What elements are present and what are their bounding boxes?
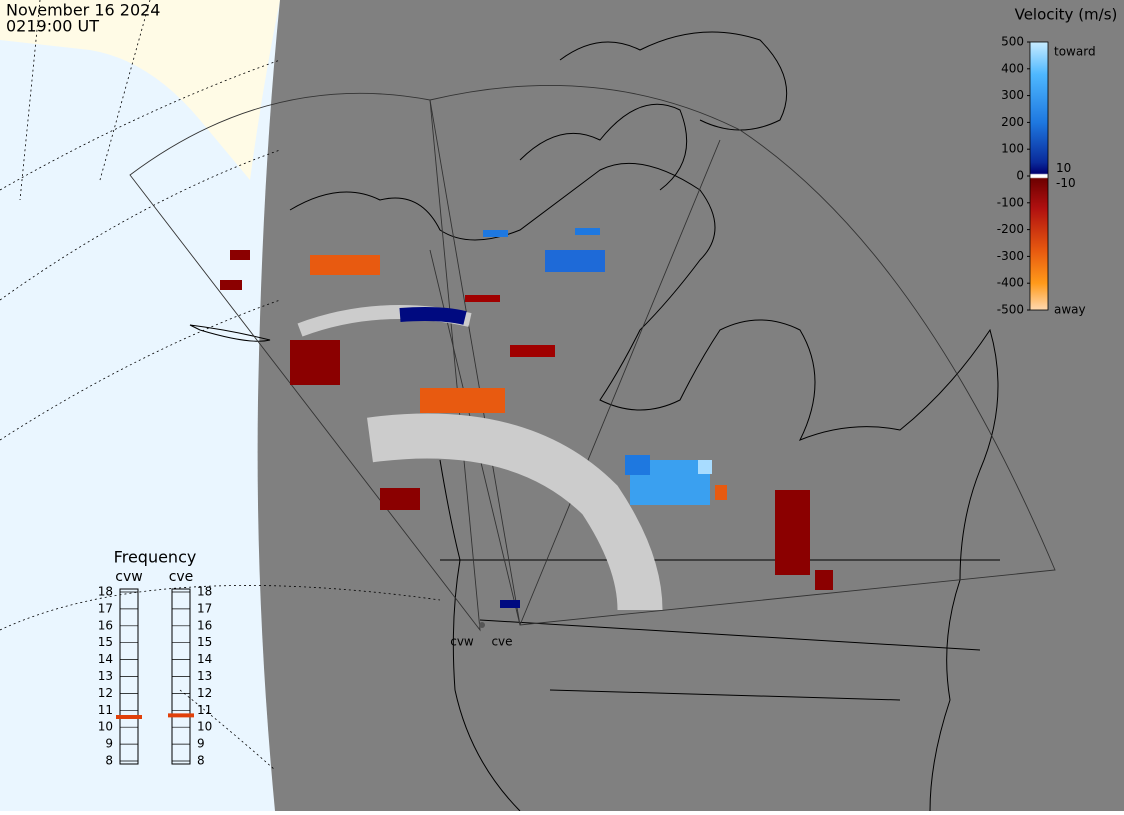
colorbar-tick-label: -300 (997, 249, 1024, 263)
colorbar-tick-label: 100 (1001, 142, 1024, 156)
frequency-tick-label: 8 (197, 754, 205, 768)
colorbar-tick-label: -400 (997, 276, 1024, 290)
time: 0219:00 UT (6, 17, 99, 36)
frequency-tick-label: 18 (98, 585, 113, 599)
frequency-tick-label: 9 (197, 737, 205, 751)
radar-label: cvw (450, 635, 474, 649)
colorbar-tick-label: 400 (1001, 61, 1024, 75)
colorbar (1029, 41, 1049, 311)
frequency-tick-label: 13 (98, 669, 113, 683)
frequency-tick-label: 11 (197, 703, 212, 717)
frequency-tick-label: 14 (98, 652, 113, 666)
colorbar-tick-label: 0 (1016, 169, 1024, 183)
land-night (0, 0, 280, 180)
frequency-tick-label: 17 (197, 601, 212, 615)
frequency-tick-label: 10 (197, 720, 212, 734)
frequency-radar-name: cve (169, 569, 194, 585)
frequency-tick-label: 13 (197, 669, 212, 683)
velocity-cells (220, 228, 833, 611)
radar-site (479, 622, 485, 628)
colorbar-tick-label: 500 (1001, 35, 1024, 49)
frequency-tick-label: 17 (98, 601, 113, 615)
frequency-tick-label: 15 (98, 635, 113, 649)
colorbar-toward: toward (1054, 45, 1096, 59)
colorbar-away: away (1054, 303, 1086, 317)
date: November 16 2024 (6, 1, 160, 20)
frequency-title: Frequency (114, 548, 197, 567)
frequency-radar-name: cvw (115, 569, 142, 585)
lat-lon-grid (0, 0, 441, 771)
frequency-tick-label: 12 (197, 686, 212, 700)
coastlines (189, 31, 1000, 812)
frequency-tick-label: 16 (197, 618, 212, 632)
colorbar-tick-label: 300 (1001, 88, 1024, 102)
colorbar-gap-label: 10 (1056, 161, 1071, 175)
frequency-tick-label: 8 (105, 754, 113, 768)
frequency-tick-label: 15 (197, 635, 212, 649)
colorbar-tick-label: 200 (1001, 115, 1024, 129)
colorbar-tick-label: -500 (997, 303, 1024, 317)
colorbar-gap-label: -10 (1056, 176, 1076, 190)
frequency-tick-label: 14 (197, 652, 212, 666)
frequency-tick-label: 18 (197, 585, 212, 599)
frequency-tick-label: 16 (98, 618, 113, 632)
frequency-tick-label: 12 (98, 686, 113, 700)
colorbar-tick-label: -100 (997, 195, 1024, 209)
frequency-tick-label: 11 (98, 703, 113, 717)
colorbar-title: Velocity (m/s) (1015, 6, 1118, 24)
frequency-tick-label: 9 (105, 737, 113, 751)
colorbar-tick-label: -200 (997, 222, 1024, 236)
frequency-tick-label: 10 (98, 720, 113, 734)
radar-label: cve (491, 635, 512, 649)
daylight-area (257, 0, 1124, 811)
